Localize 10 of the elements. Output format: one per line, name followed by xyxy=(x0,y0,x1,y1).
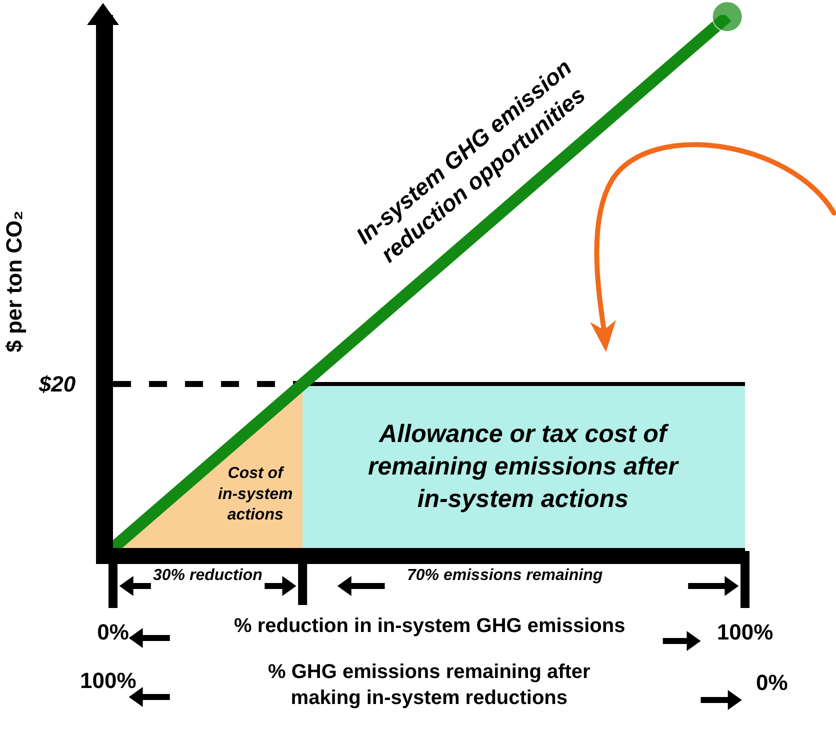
x-axis-title: % reduction in in-system GHG emissions xyxy=(234,615,626,637)
y-axis-title: $ per ton CO₂ xyxy=(2,210,27,352)
text: 30% reduction xyxy=(153,567,263,584)
y-tick-label: $20 xyxy=(38,372,76,397)
text: 70% emissions remaining xyxy=(407,567,603,584)
annotation: Cost of in-system actions xyxy=(218,465,293,524)
text: % GHG emissions remaining after making in-system reductions xyxy=(268,661,591,709)
annotation: Allowance or tax cost of remaining emissions after in-system actions xyxy=(368,420,680,513)
text: 100% xyxy=(80,668,136,693)
text: 0% xyxy=(756,670,788,695)
